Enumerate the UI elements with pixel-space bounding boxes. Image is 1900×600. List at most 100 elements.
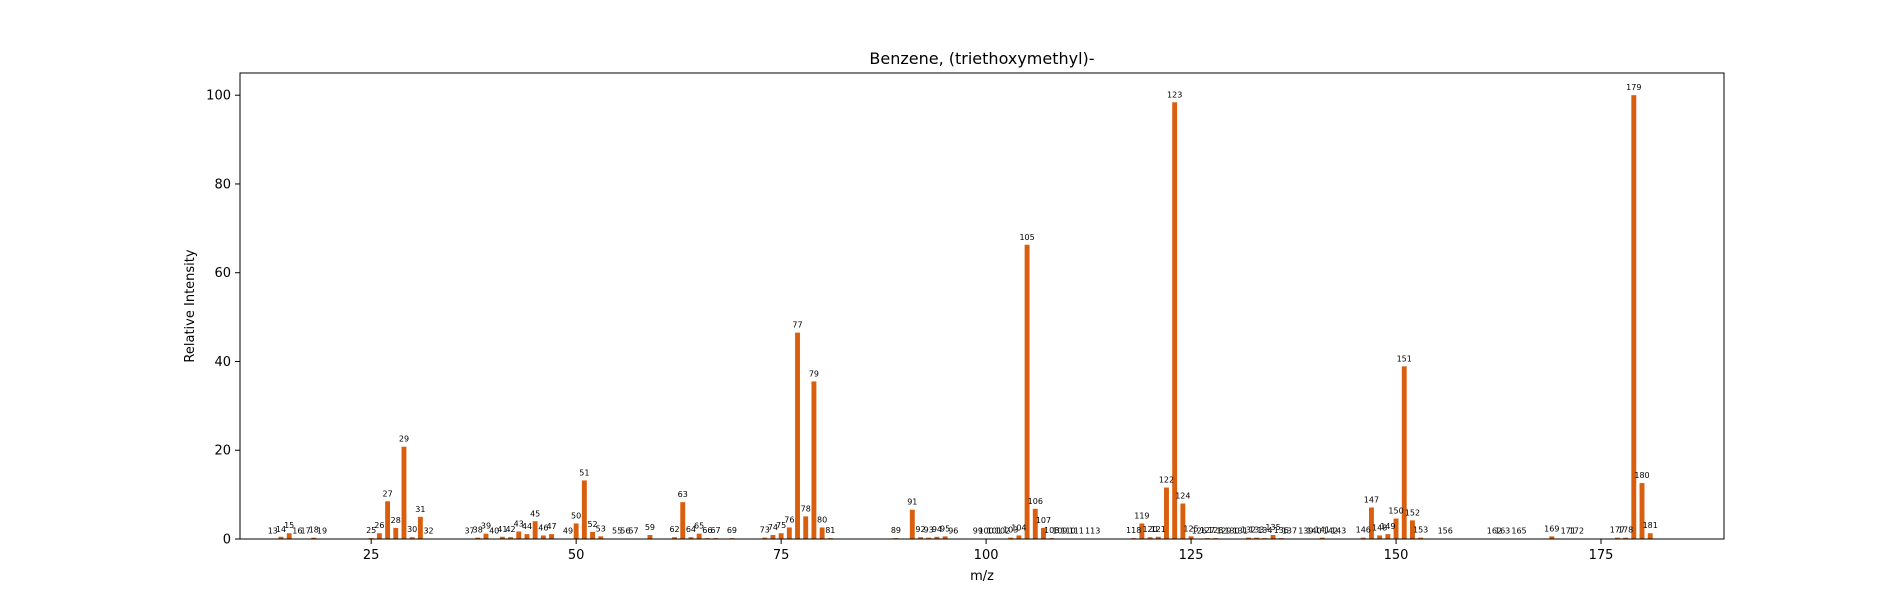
peak-label-mz-77: 77 — [792, 321, 802, 330]
bar-mz-106 — [1032, 508, 1038, 539]
peak-label-mz-64: 64 — [686, 525, 696, 534]
peak-label-mz-143: 143 — [1331, 527, 1346, 536]
peak-label-mz-101: 101 — [987, 527, 1002, 536]
peak-label-mz-147: 147 — [1364, 495, 1379, 504]
bar-mz-14 — [278, 536, 284, 539]
bar-mz-63 — [680, 502, 686, 539]
peak-label-mz-179: 179 — [1626, 83, 1641, 92]
peak-label-mz-41: 41 — [497, 525, 507, 534]
bar-mz-51 — [581, 480, 587, 539]
bar-mz-149 — [1385, 534, 1391, 539]
peak-label-mz-99: 99 — [973, 527, 983, 536]
bar-mz-92 — [918, 537, 923, 539]
bar-mz-153 — [1418, 537, 1424, 539]
peak-label-mz-156: 156 — [1438, 527, 1453, 536]
peak-label-mz-27: 27 — [382, 489, 392, 498]
peak-label-mz-111: 111 — [1069, 527, 1084, 536]
y-tick-label: 0 — [223, 533, 231, 548]
bar-mz-147 — [1369, 507, 1374, 539]
peak-label-mz-81: 81 — [825, 526, 835, 535]
peak-label-mz-65: 65 — [694, 522, 704, 531]
plot-frame — [239, 72, 1725, 540]
y-tick-label: 80 — [214, 177, 231, 192]
peak-label-mz-75: 75 — [776, 521, 786, 530]
bar-mz-62 — [672, 537, 677, 539]
bar-mz-180 — [1639, 483, 1645, 539]
bar-mz-46 — [540, 535, 546, 539]
peak-label-mz-67: 67 — [710, 526, 720, 535]
peak-label-mz-19: 19 — [317, 527, 327, 536]
peak-label-mz-76: 76 — [784, 515, 794, 524]
peak-label-mz-150: 150 — [1388, 507, 1403, 516]
peak-label-mz-108: 108 — [1044, 526, 1059, 535]
peak-label-mz-146: 146 — [1356, 526, 1371, 535]
peak-label-mz-74: 74 — [768, 523, 778, 532]
bar-mz-169 — [1549, 536, 1555, 539]
bar-mz-45 — [532, 521, 538, 539]
bar-mz-50 — [573, 523, 579, 539]
peak-label-mz-39: 39 — [481, 522, 491, 531]
x-tick-label: 175 — [1589, 548, 1614, 563]
peak-label-mz-46: 46 — [538, 523, 548, 532]
peak-label-mz-133: 133 — [1249, 526, 1264, 535]
peak-label-mz-80: 80 — [817, 515, 827, 524]
bar-mz-31 — [417, 516, 423, 539]
peak-label-mz-63: 63 — [678, 490, 688, 499]
bar-mz-104 — [1016, 535, 1022, 539]
bar-mz-123 — [1172, 102, 1178, 539]
peak-label-mz-56: 56 — [620, 527, 630, 536]
peak-label-mz-171: 171 — [1561, 527, 1576, 536]
bar-mz-77 — [795, 332, 800, 539]
bar-mz-79 — [811, 381, 817, 539]
bar-mz-59 — [647, 535, 653, 539]
peak-label-mz-16: 16 — [292, 527, 302, 536]
peak-label-mz-110: 110 — [1060, 527, 1075, 536]
peak-label-mz-59: 59 — [645, 523, 655, 532]
peak-label-mz-124: 124 — [1175, 492, 1190, 501]
peak-label-mz-134: 134 — [1257, 526, 1272, 535]
bar-mz-80 — [819, 527, 825, 539]
bar-mz-179 — [1631, 95, 1637, 539]
bar-mz-41 — [499, 536, 505, 539]
bar-mz-146 — [1360, 537, 1366, 539]
bar-mz-125 — [1188, 536, 1194, 539]
bar-mz-124 — [1180, 503, 1186, 539]
bar-mz-93 — [926, 537, 932, 539]
bar-mz-103 — [1008, 537, 1014, 539]
x-tick-label: 75 — [773, 548, 790, 563]
x-tick-label: 50 — [568, 548, 585, 563]
bar-mz-64 — [688, 537, 694, 539]
peak-label-mz-42: 42 — [505, 525, 515, 534]
bar-mz-28 — [393, 527, 399, 539]
bar-mz-121 — [1155, 536, 1161, 539]
bar-mz-27 — [385, 501, 391, 539]
peak-label-mz-126: 126 — [1192, 527, 1207, 536]
peak-label-mz-53: 53 — [596, 524, 606, 533]
bar-mz-178 — [1623, 537, 1629, 539]
bar-mz-135 — [1270, 535, 1276, 539]
x-tick-label: 100 — [974, 548, 999, 563]
peak-label-mz-139: 139 — [1298, 527, 1313, 536]
x-axis: 25 50 75 100 125 150 175 — [363, 539, 1614, 563]
bar-mz-76 — [786, 527, 792, 539]
bars-group — [270, 95, 1653, 539]
peak-label-mz-96: 96 — [948, 527, 958, 536]
peak-label-mz-180: 180 — [1634, 471, 1649, 480]
peak-label-mz-106: 106 — [1028, 497, 1043, 506]
bar-mz-141 — [1319, 537, 1325, 539]
peak-label-mz-66: 66 — [702, 526, 712, 535]
bar-mz-42 — [508, 537, 514, 539]
peak-label-mz-141: 141 — [1315, 526, 1330, 535]
peak-label-mz-130: 130 — [1224, 527, 1239, 536]
peak-label-mz-107: 107 — [1036, 516, 1051, 525]
peak-label-mz-51: 51 — [579, 468, 589, 477]
peak-label-mz-135: 135 — [1265, 523, 1280, 532]
peak-label-mz-163: 163 — [1495, 527, 1510, 536]
bar-mz-26 — [376, 533, 382, 539]
peak-label-mz-14: 14 — [276, 525, 286, 534]
bar-mz-95 — [942, 536, 948, 539]
bar-mz-105 — [1024, 244, 1030, 539]
peak-label-mz-73: 73 — [760, 526, 770, 535]
peak-label-mz-52: 52 — [587, 520, 597, 529]
